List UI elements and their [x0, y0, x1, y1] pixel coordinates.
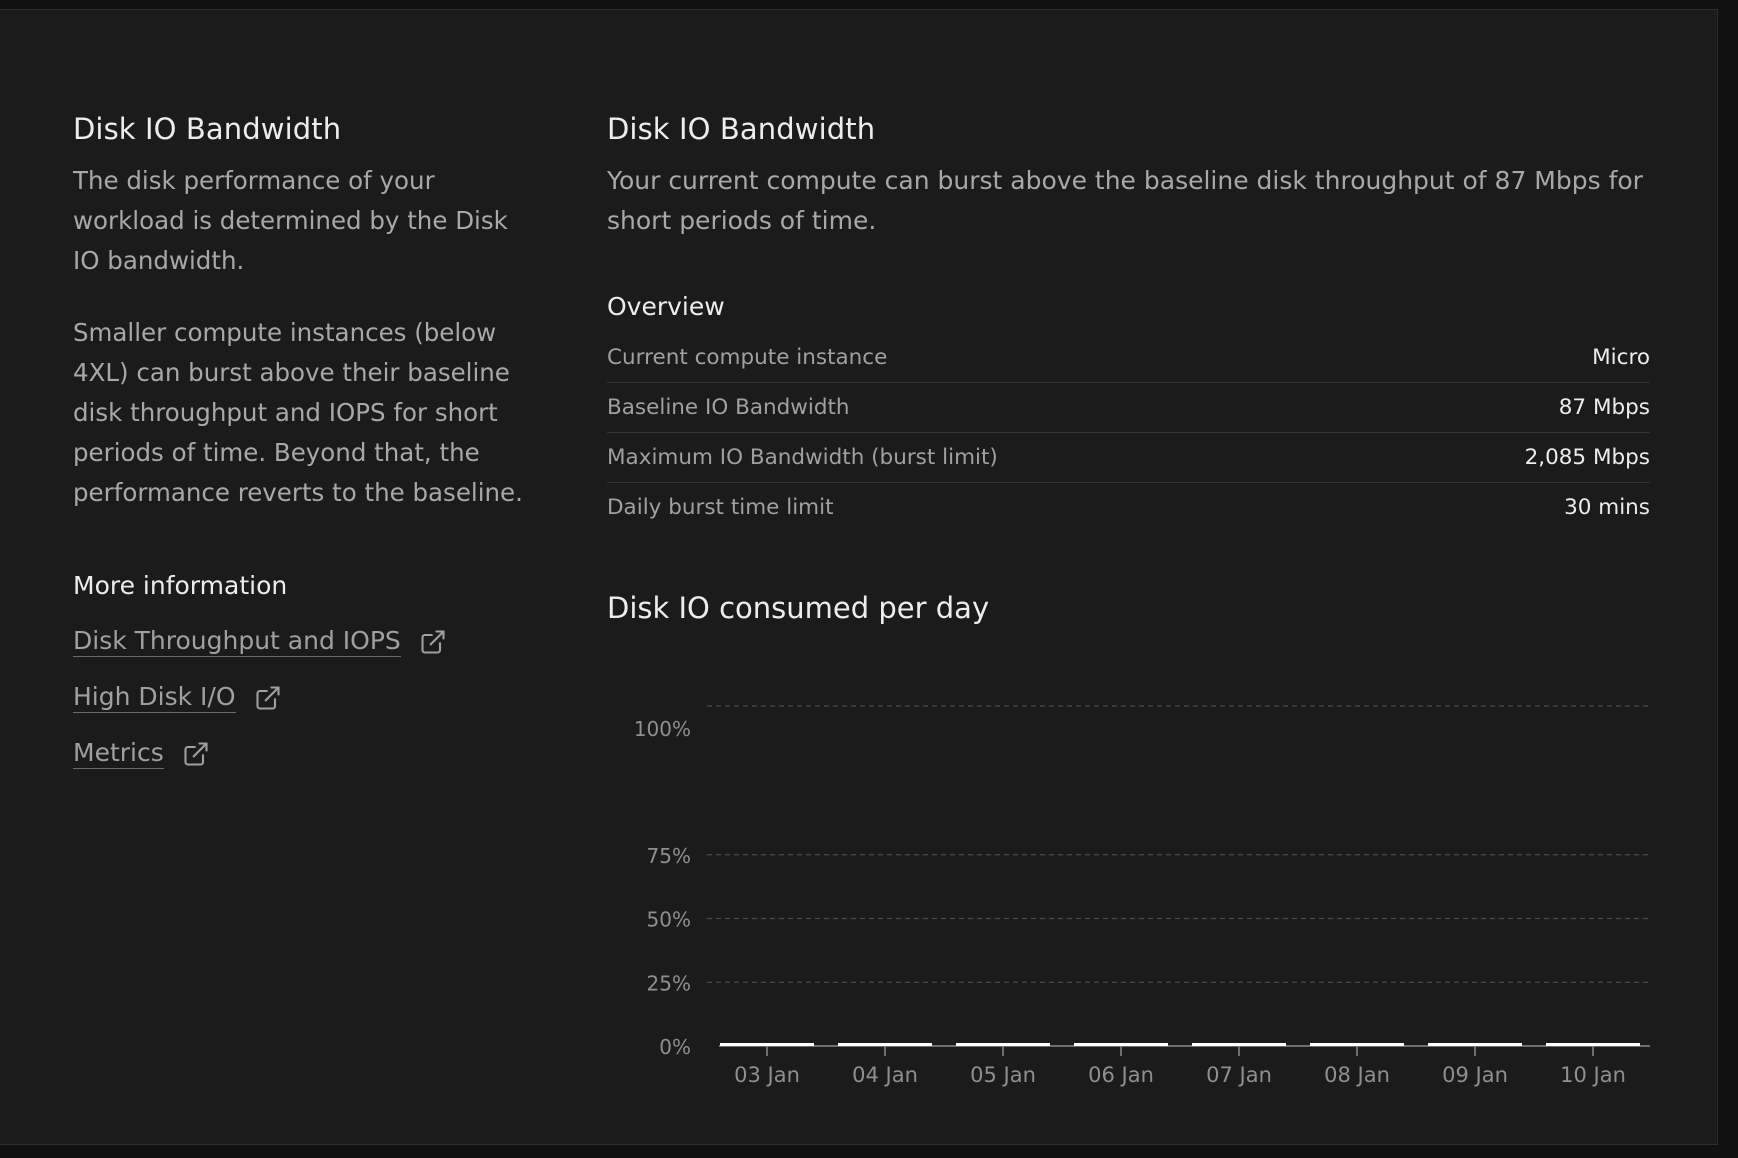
x-tick-label: 10 Jan: [1560, 1063, 1626, 1087]
external-link-icon: [254, 684, 282, 712]
chart-bar: [1074, 1043, 1168, 1046]
overview-row-burst-time-limit: Daily burst time limit 30 mins: [607, 483, 1650, 533]
external-link-icon: [182, 740, 210, 768]
chart-svg: 0% 25% 50% 75% 100% 03 Jan 04 Jan 05 Jan 06 Jan 0…: [634, 705, 1650, 1087]
link-high-disk-io[interactable]: High Disk I/O: [73, 670, 533, 726]
disk-io-chart: 0% 25% 50% 75% 100% 03 Jan 04 Jan 05 Jan 06 Jan 0…: [607, 690, 1650, 1110]
overview-label: Daily burst time limit: [607, 495, 834, 521]
right-column: Disk IO Bandwidth Your current compute c…: [607, 112, 1650, 625]
external-link-icon: [419, 628, 447, 656]
overview-value: 87 Mbps: [1558, 394, 1650, 420]
x-tick-label: 03 Jan: [734, 1063, 800, 1087]
chart-bar: [1310, 1043, 1404, 1046]
y-tick-label: 75%: [647, 844, 691, 868]
left-column: Disk IO Bandwidth The disk performance o…: [73, 112, 533, 782]
overview-title: Overview: [607, 291, 725, 321]
link-label: Disk Throughput and IOPS: [73, 626, 401, 658]
overview-table: Current compute instance Micro Baseline …: [607, 333, 1650, 533]
x-tick-label: 09 Jan: [1442, 1063, 1508, 1087]
x-tick-label: 05 Jan: [970, 1063, 1036, 1087]
right-description: Your current compute can burst above the…: [607, 165, 1643, 235]
y-tick-label: 25%: [647, 971, 691, 995]
chart-bar: [720, 1043, 814, 1046]
chart-bar: [1546, 1043, 1640, 1046]
x-tick-label: 04 Jan: [852, 1063, 918, 1087]
left-section-title: Disk IO Bandwidth: [73, 112, 342, 146]
y-tick-label: 100%: [634, 717, 691, 741]
chart-title: Disk IO consumed per day: [607, 590, 990, 625]
x-tick-label: 08 Jan: [1324, 1063, 1390, 1087]
left-description-1: The disk performance of your workload is…: [73, 165, 508, 275]
x-tick-label: 07 Jan: [1206, 1063, 1272, 1087]
disk-io-panel: Disk IO Bandwidth The disk performance o…: [0, 9, 1718, 1145]
link-metrics[interactable]: Metrics: [73, 726, 533, 782]
overview-row-baseline-bandwidth: Baseline IO Bandwidth 87 Mbps: [607, 383, 1650, 433]
overview-value: Micro: [1592, 344, 1650, 370]
right-section-title: Disk IO Bandwidth: [607, 112, 876, 146]
overview-label: Baseline IO Bandwidth: [607, 394, 850, 420]
overview-value: 30 mins: [1564, 495, 1650, 521]
more-information-links: Disk Throughput and IOPS High Disk I/O M…: [73, 614, 533, 782]
left-description-2: Smaller compute instances (below 4XL) ca…: [73, 317, 523, 507]
overview-label: Current compute instance: [607, 344, 888, 370]
chart-bar: [1428, 1043, 1522, 1046]
y-tick-label: 50%: [647, 908, 691, 932]
overview-row-max-bandwidth: Maximum IO Bandwidth (burst limit) 2,085…: [607, 433, 1650, 483]
more-information-title: More information: [73, 570, 288, 600]
overview-row-compute-instance: Current compute instance Micro: [607, 333, 1650, 383]
chart-bar: [956, 1043, 1050, 1046]
chart-bar: [838, 1043, 932, 1046]
overview-value: 2,085 Mbps: [1524, 444, 1650, 470]
link-disk-throughput-iops[interactable]: Disk Throughput and IOPS: [73, 614, 533, 670]
link-label: High Disk I/O: [73, 682, 236, 714]
y-tick-label: 0%: [659, 1035, 691, 1059]
x-tick-label: 06 Jan: [1088, 1063, 1154, 1087]
chart-bar: [1192, 1043, 1286, 1046]
link-label: Metrics: [73, 738, 164, 770]
overview-label: Maximum IO Bandwidth (burst limit): [607, 444, 998, 470]
